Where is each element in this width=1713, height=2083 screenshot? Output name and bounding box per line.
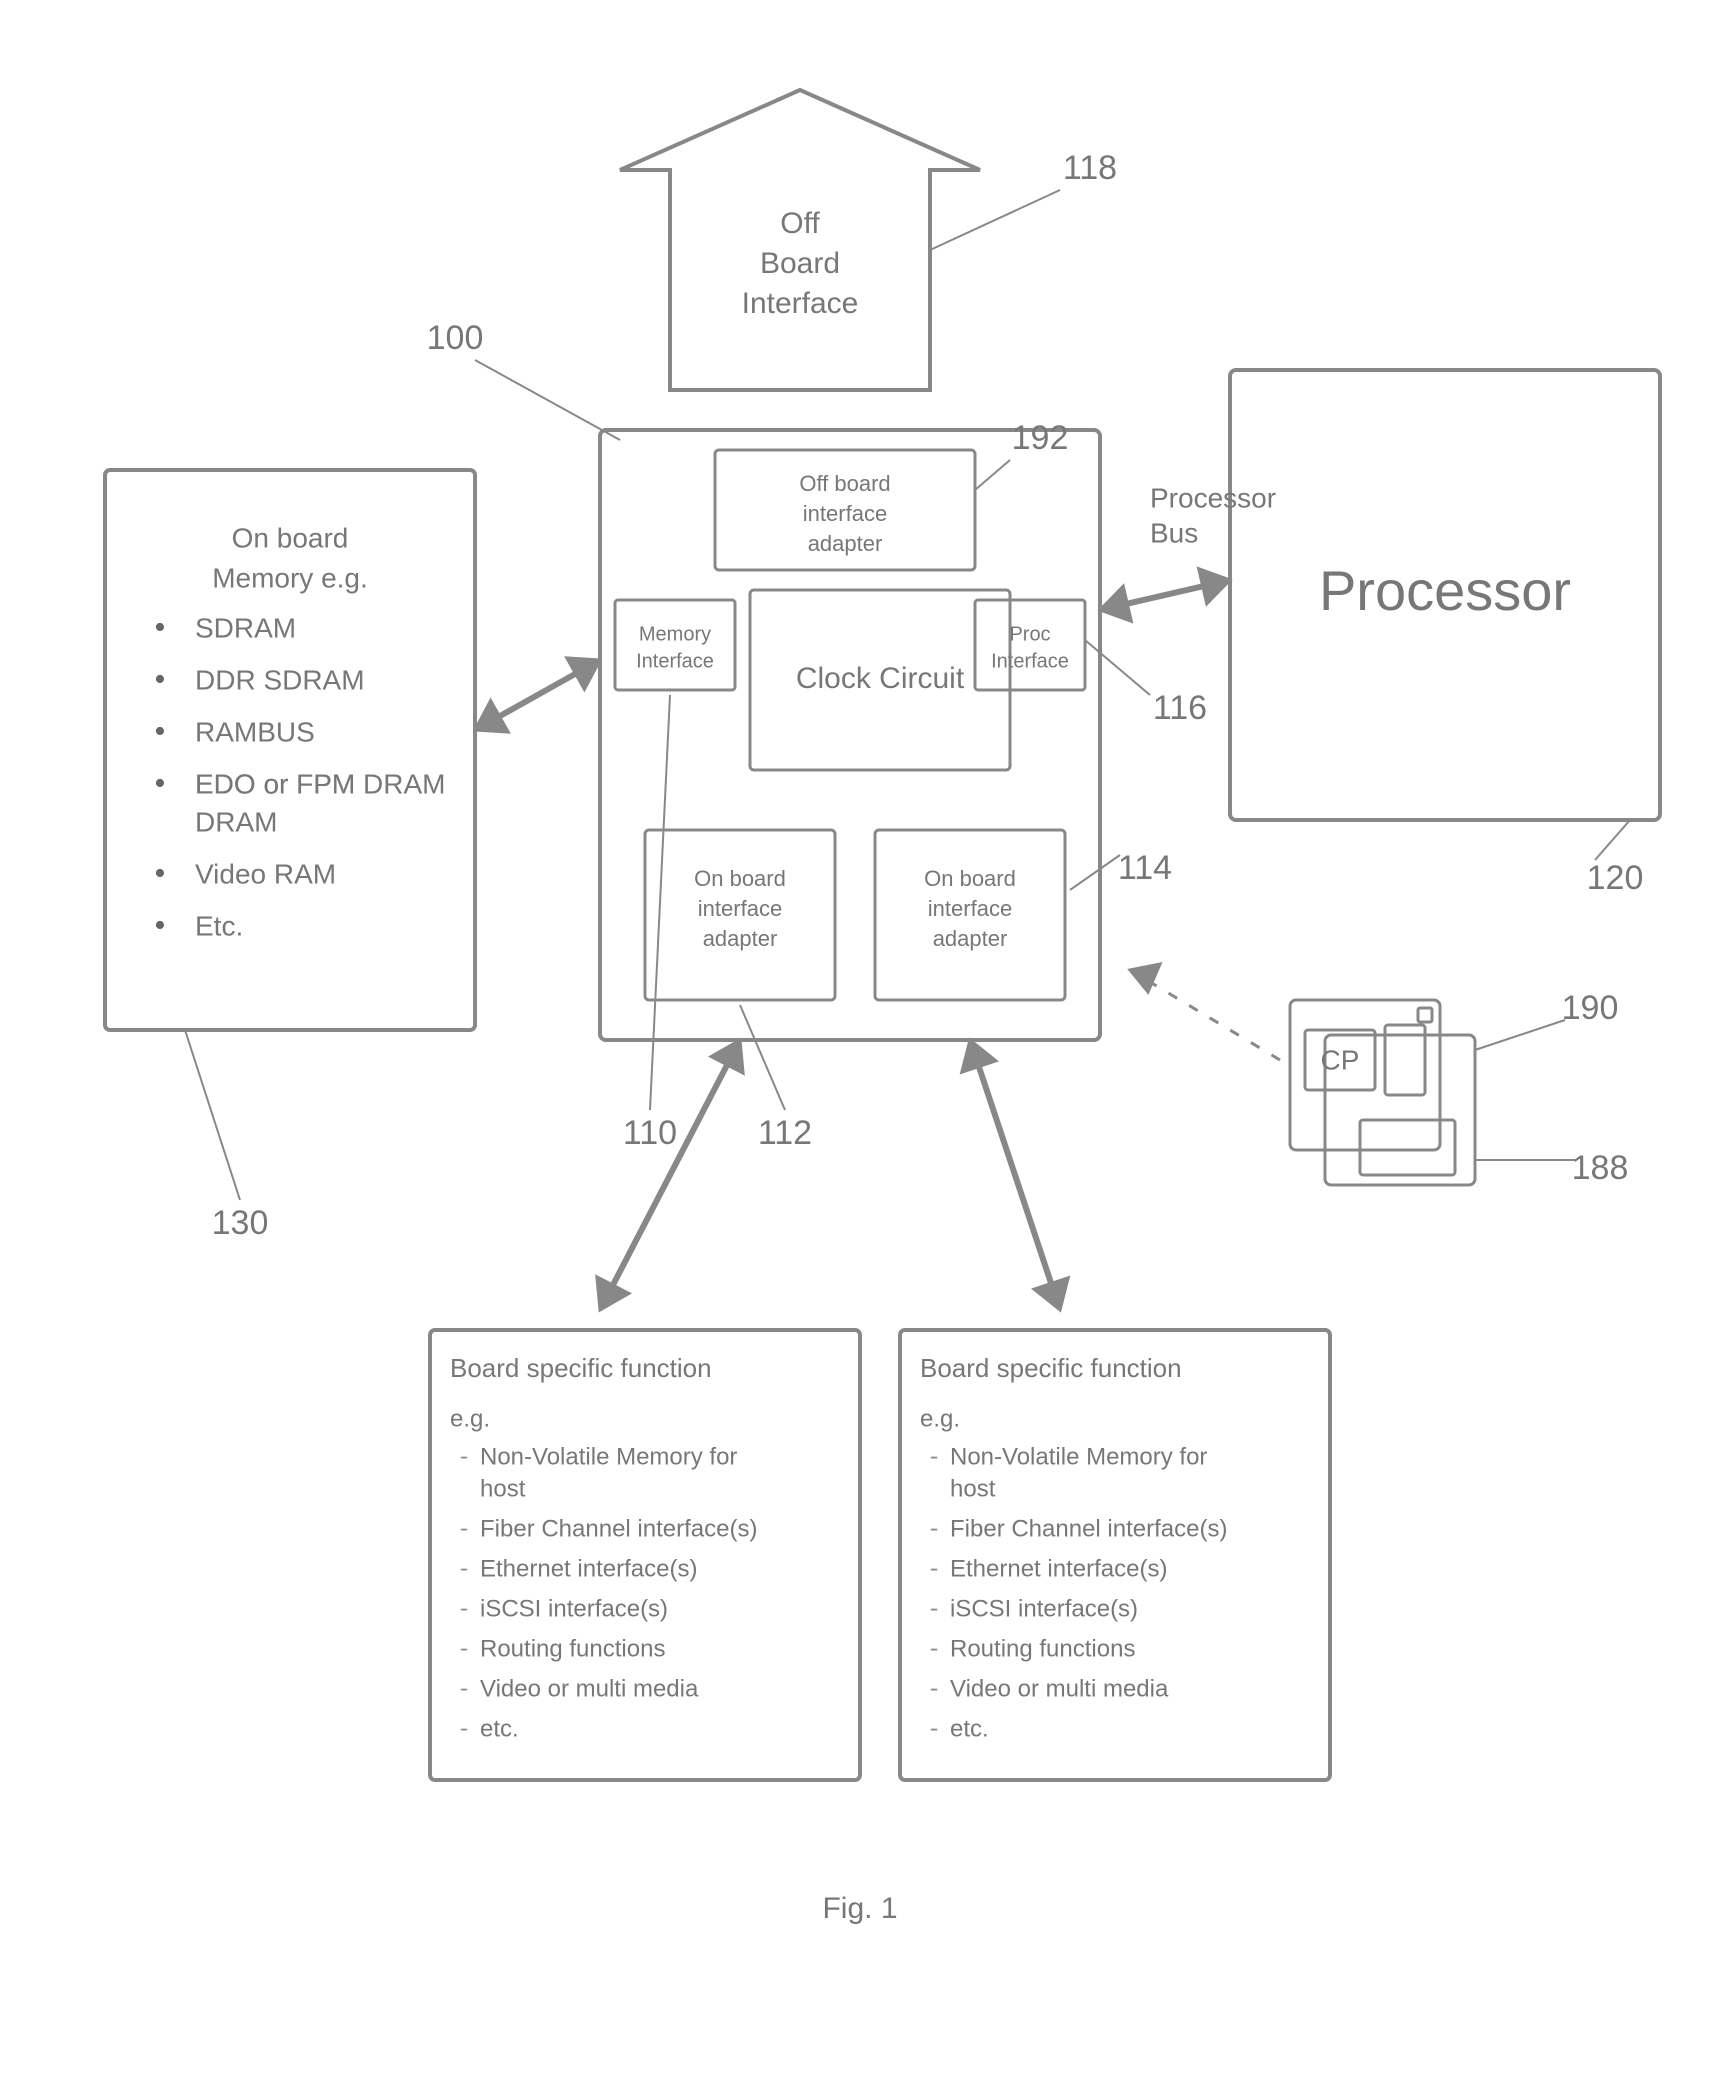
svg-text:DDR SDRAM: DDR SDRAM	[195, 664, 365, 695]
svg-text:On board: On board	[924, 866, 1016, 891]
svg-text:•: •	[154, 855, 166, 892]
svg-text:interface: interface	[803, 501, 887, 526]
offboard-interface-arrow	[620, 90, 980, 390]
svg-text:Memory e.g.: Memory e.g.	[212, 562, 368, 593]
svg-text:120: 120	[1587, 859, 1644, 897]
svg-text:•: •	[154, 609, 166, 646]
svg-text:DRAM: DRAM	[195, 806, 277, 837]
svg-text:e.g.: e.g.	[450, 1405, 490, 1432]
svg-text:•: •	[154, 661, 166, 698]
svg-text:Fiber Channel interface(s): Fiber Channel interface(s)	[480, 1515, 757, 1542]
svg-text:Routing functions: Routing functions	[480, 1635, 665, 1662]
svg-text:-: -	[460, 1444, 468, 1470]
svg-text:114: 114	[1118, 849, 1172, 887]
svg-text:-: -	[460, 1636, 468, 1662]
svg-text:etc.: etc.	[480, 1715, 519, 1742]
svg-text:Interface: Interface	[742, 287, 859, 320]
svg-text:Video or multi media: Video or multi media	[480, 1675, 699, 1702]
svg-text:Processor: Processor	[1319, 559, 1571, 622]
svg-text:Non-Volatile Memory for: Non-Volatile Memory for	[480, 1443, 737, 1470]
svg-text:Bus: Bus	[1150, 517, 1198, 548]
svg-text:Ethernet interface(s): Ethernet interface(s)	[480, 1555, 697, 1582]
svg-text:110: 110	[623, 1114, 677, 1152]
svg-text:Board specific function: Board specific function	[920, 1353, 1182, 1383]
svg-text:Video RAM: Video RAM	[195, 858, 336, 889]
svg-text:RAMBUS: RAMBUS	[195, 716, 315, 747]
svg-text:etc.: etc.	[950, 1715, 989, 1742]
svg-text:Off board: Off board	[799, 471, 890, 496]
svg-text:-: -	[930, 1716, 938, 1742]
svg-text:Fiber Channel interface(s): Fiber Channel interface(s)	[950, 1515, 1227, 1542]
svg-text:130: 130	[212, 1204, 269, 1242]
svg-text:-: -	[460, 1516, 468, 1542]
svg-text:Processor: Processor	[1150, 482, 1276, 513]
svg-text:-: -	[930, 1516, 938, 1542]
svg-text:Memory: Memory	[639, 623, 711, 645]
svg-text:•: •	[154, 765, 166, 802]
svg-text:192: 192	[1012, 419, 1069, 457]
svg-text:118: 118	[1063, 149, 1117, 187]
svg-text:interface: interface	[928, 896, 1012, 921]
svg-text:Non-Volatile Memory for: Non-Volatile Memory for	[950, 1443, 1207, 1470]
svg-text:Fig. 1: Fig. 1	[822, 1892, 897, 1925]
svg-text:On board: On board	[694, 866, 786, 891]
svg-text:Etc.: Etc.	[195, 910, 243, 941]
svg-text:116: 116	[1153, 689, 1207, 727]
svg-text:Proc: Proc	[1009, 623, 1050, 645]
svg-text:-: -	[460, 1676, 468, 1702]
svg-text:Video or multi media: Video or multi media	[950, 1675, 1169, 1702]
svg-text:host: host	[480, 1475, 526, 1502]
svg-text:-: -	[460, 1716, 468, 1742]
svg-text:CP: CP	[1321, 1044, 1360, 1075]
svg-text:-: -	[930, 1596, 938, 1622]
svg-text:100: 100	[427, 319, 484, 357]
svg-text:adapter: adapter	[808, 531, 883, 556]
svg-text:190: 190	[1562, 989, 1619, 1027]
svg-text:•: •	[154, 907, 166, 944]
svg-text:iSCSI interface(s): iSCSI interface(s)	[950, 1595, 1138, 1622]
svg-text:-: -	[460, 1596, 468, 1622]
svg-text:•: •	[154, 713, 166, 750]
svg-text:e.g.: e.g.	[920, 1405, 960, 1432]
svg-text:Clock Circuit: Clock Circuit	[796, 662, 965, 695]
svg-text:-: -	[930, 1636, 938, 1662]
svg-text:On board: On board	[232, 522, 349, 553]
svg-text:Off: Off	[780, 207, 820, 240]
svg-text:host: host	[950, 1475, 996, 1502]
svg-text:-: -	[930, 1444, 938, 1470]
svg-text:Interface: Interface	[636, 650, 714, 672]
svg-text:SDRAM: SDRAM	[195, 612, 296, 643]
svg-text:adapter: adapter	[933, 926, 1008, 951]
svg-text:Board specific function: Board specific function	[450, 1353, 712, 1383]
svg-text:interface: interface	[698, 896, 782, 921]
svg-text:-: -	[930, 1676, 938, 1702]
svg-text:-: -	[930, 1556, 938, 1582]
svg-text:112: 112	[758, 1114, 812, 1152]
svg-text:188: 188	[1572, 1149, 1629, 1187]
svg-text:Board: Board	[760, 247, 840, 280]
svg-text:Ethernet interface(s): Ethernet interface(s)	[950, 1555, 1167, 1582]
svg-text:adapter: adapter	[703, 926, 778, 951]
svg-text:Interface: Interface	[991, 650, 1069, 672]
onboard-memory-block	[105, 470, 475, 1030]
svg-text:-: -	[460, 1556, 468, 1582]
svg-text:EDO or FPM: EDO or FPM	[195, 768, 355, 799]
svg-text:Routing functions: Routing functions	[950, 1635, 1135, 1662]
svg-text:iSCSI interface(s): iSCSI interface(s)	[480, 1595, 668, 1622]
